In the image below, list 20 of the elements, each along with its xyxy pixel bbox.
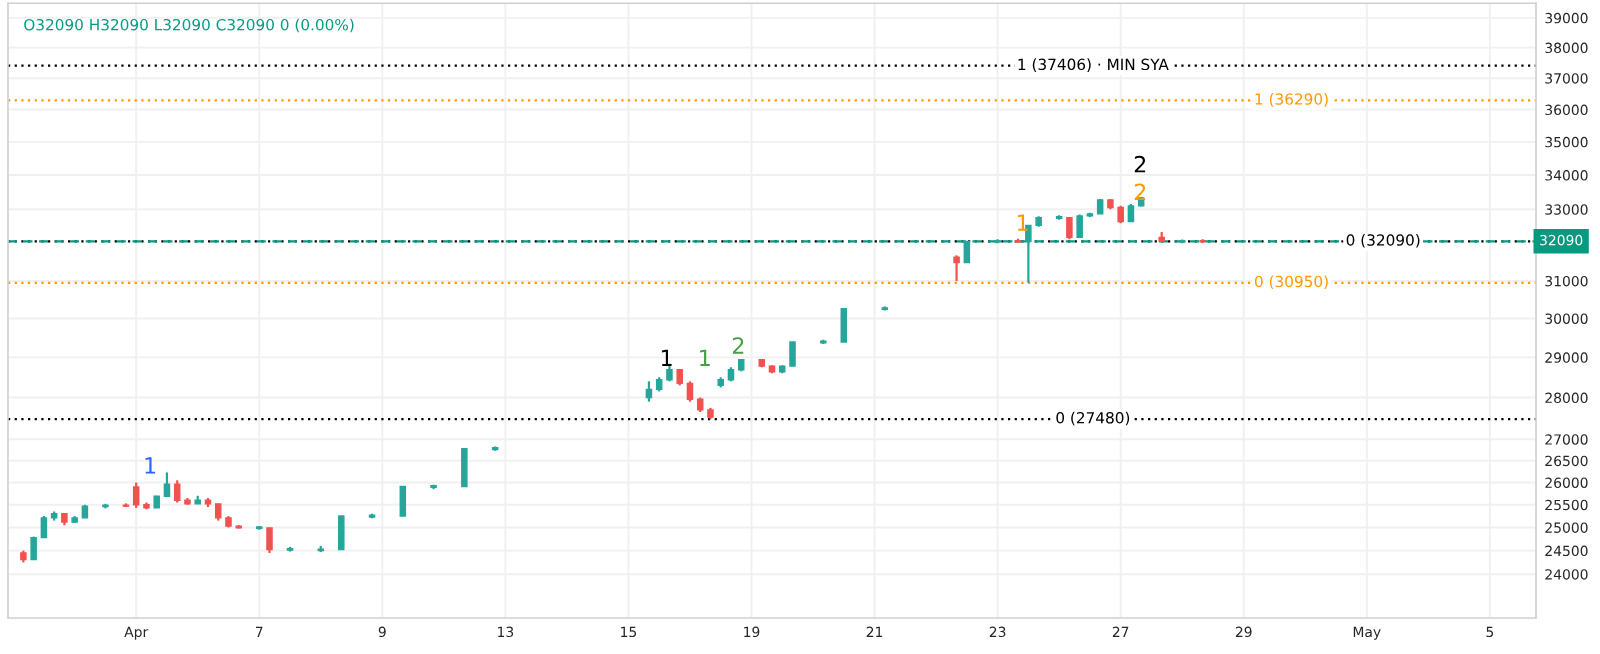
annotation: 2 — [1134, 183, 1146, 200]
candlestick — [266, 526, 273, 555]
annotation: 2 — [1134, 155, 1146, 173]
candlestick — [840, 307, 848, 343]
candlestick — [132, 481, 140, 510]
candlestick — [686, 380, 694, 403]
candlestick — [40, 514, 48, 539]
candlestick — [963, 240, 971, 264]
candlestick — [173, 479, 181, 504]
candlestick — [399, 485, 407, 517]
annotation: 1 — [145, 457, 156, 474]
annotation: 1 — [1017, 214, 1028, 231]
candlestick — [645, 380, 653, 403]
candlestick — [953, 254, 960, 283]
candlestick — [338, 515, 345, 551]
annotation: 2 — [732, 337, 744, 354]
annotation: 1 — [661, 349, 672, 366]
annotation: 1 — [700, 349, 710, 366]
candlestick — [461, 447, 468, 488]
candlestick — [163, 471, 171, 498]
